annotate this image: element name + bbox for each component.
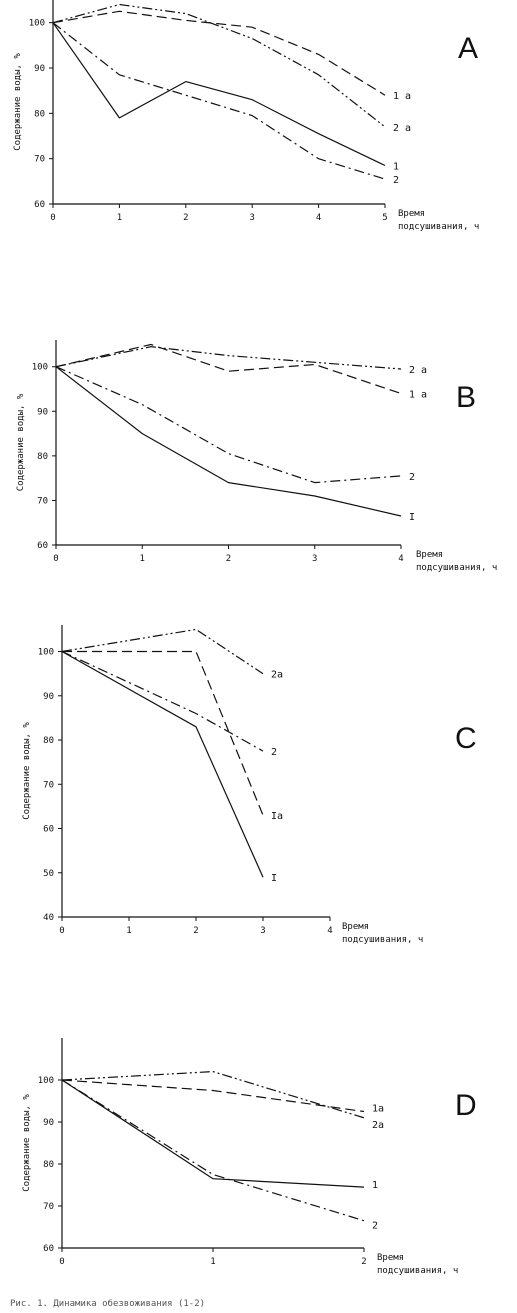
x-tick-label: 1	[210, 1257, 215, 1267]
series-line-2	[61, 650, 264, 752]
x-tick-label: 4	[398, 554, 403, 564]
y-tick-label: 70	[34, 155, 45, 165]
y-tick-label: 100	[32, 363, 48, 373]
x-axis-title-line: подсушивания, ч	[377, 1266, 458, 1276]
y-tick-label: 80	[34, 109, 45, 119]
x-tick-label: 1	[126, 926, 131, 936]
panel-letter-a: A	[458, 32, 478, 65]
series-line-2a	[61, 628, 264, 675]
x-tick-label: 5	[382, 213, 387, 223]
series-line-2a	[52, 3, 386, 128]
x-tick-label: 1	[140, 554, 145, 564]
y-tick-label: 100	[38, 648, 54, 658]
series-label-1: I	[271, 873, 277, 884]
y-axis-title: Содержание воды, %	[22, 1094, 32, 1192]
series-line-1	[52, 22, 386, 167]
series-label-1a: Iа	[271, 811, 283, 822]
x-tick-label: 2	[193, 926, 198, 936]
x-axis-title-line: подсушивания, ч	[342, 935, 423, 945]
y-tick-label: 90	[43, 1118, 54, 1128]
y-tick-label: 90	[34, 64, 45, 74]
y-axis-title: Содержание воды, %	[22, 722, 32, 820]
y-tick-label: 90	[43, 692, 54, 702]
x-tick-label: 4	[327, 926, 332, 936]
panel-letter-d: D	[455, 1089, 477, 1122]
x-tick-label: 1	[117, 213, 122, 223]
y-tick-label: 60	[43, 825, 54, 835]
panel-letter-c: C	[455, 722, 477, 755]
series-line-1	[55, 366, 402, 517]
series-line-2	[52, 22, 386, 180]
y-tick-label: 70	[43, 1202, 54, 1212]
y-tick-label: 70	[37, 496, 48, 506]
y-tick-label: 50	[43, 869, 54, 879]
chart-panel-b: 60 70 80 90 100 0 1 2 3 4 Содержание воды, % Время п…	[16, 340, 497, 573]
y-tick-label: 100	[29, 19, 45, 29]
x-tick-label: 2	[361, 1257, 366, 1267]
x-tick-label: 0	[53, 554, 58, 564]
chart-panel-a: 60 70 80 90 100 0 1 2 3 4 5 Содержание воды, % Время…	[13, 0, 479, 232]
series-label-2: 2	[409, 472, 415, 483]
x-tick-label: 3	[260, 926, 265, 936]
x-axis-title-line: Время	[416, 550, 443, 560]
y-tick-label: 60	[43, 1244, 54, 1254]
x-axis-title-line: подсушивания, ч	[398, 222, 479, 232]
x-axis-title-line: Время	[377, 1253, 404, 1263]
series-line-1	[61, 650, 264, 878]
series-line-2a	[55, 346, 402, 370]
series-label-1: I	[409, 512, 415, 523]
x-tick-label: 2	[183, 213, 188, 223]
y-tick-label: 60	[34, 200, 45, 210]
y-tick-label: 70	[43, 780, 54, 790]
x-tick-label: 0	[59, 926, 64, 936]
y-tick-label: 80	[37, 452, 48, 462]
y-tick-label: 40	[43, 913, 54, 923]
x-tick-label: 0	[59, 1257, 64, 1267]
x-tick-label: 3	[312, 554, 317, 564]
series-line-1	[61, 1079, 365, 1188]
series-label-1: 1	[372, 1180, 378, 1191]
series-label-2a: 2а	[372, 1120, 384, 1131]
x-axis-title-line: подсушивания, ч	[416, 563, 497, 573]
x-axis-title-line: Время	[398, 209, 425, 219]
x-tick-label: 2	[226, 554, 231, 564]
y-tick-label: 60	[37, 541, 48, 551]
series-label-2a: 2а	[271, 670, 283, 681]
series-label-1a: 1а	[372, 1104, 384, 1115]
series-label-2: 2	[271, 747, 277, 758]
x-tick-label: 0	[50, 213, 55, 223]
series-label-2: 2	[372, 1221, 378, 1232]
chart-panel-c: 40 50 60 70 80 90 100 0 1 2 3 4 Содержание воды, % Вр…	[22, 625, 477, 945]
series-line-1a	[62, 650, 264, 816]
panel-letter-b: B	[456, 381, 476, 414]
y-axis-title: Содержание воды, %	[16, 393, 26, 491]
figure-caption: Рис. 1. Динамика обезвоживания (1-2)	[10, 1298, 205, 1309]
y-tick-label: 90	[37, 407, 48, 417]
series-line-1a	[52, 10, 386, 96]
series-line-2	[55, 366, 402, 484]
series-label-1: 1	[393, 161, 399, 172]
series-line-1a	[55, 343, 402, 395]
series-label-1a: 1 а	[409, 389, 427, 400]
series-label-2: 2	[393, 175, 399, 186]
series-line-2	[61, 1079, 365, 1222]
series-line-1a	[61, 1079, 365, 1113]
y-tick-label: 80	[43, 736, 54, 746]
y-axis-title: Содержание воды, %	[13, 53, 23, 151]
series-label-1a: 1 а	[393, 91, 411, 102]
y-tick-label: 100	[38, 1076, 54, 1086]
x-tick-label: 4	[316, 213, 321, 223]
x-tick-label: 3	[249, 213, 254, 223]
chart-panel-d: 60 70 80 90 100 0 1 2 Содержание воды, % Время под…	[22, 1038, 477, 1276]
x-axis-title-line: Время	[342, 922, 369, 932]
series-label-2a: 2 а	[393, 123, 411, 134]
y-tick-label: 80	[43, 1160, 54, 1170]
series-label-2a: 2 а	[409, 365, 427, 376]
series-line-2a	[61, 1070, 365, 1119]
